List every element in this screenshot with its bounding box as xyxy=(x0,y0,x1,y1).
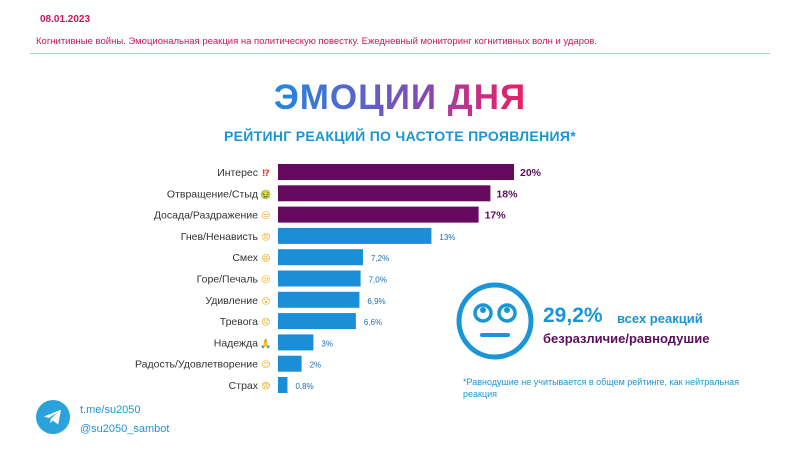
date: 08.01.2023 xyxy=(40,14,91,25)
title-word-day: ДНЯ xyxy=(447,78,527,117)
value-label: 6,6% xyxy=(364,318,382,327)
category-label: Досада/Раздражение xyxy=(154,210,258,222)
bar xyxy=(278,227,432,244)
category-label: Интерес xyxy=(217,167,258,179)
value-label: 0,8% xyxy=(295,382,313,391)
chart-title: РЕЙТИНГ РЕАКЦИЙ ПО ЧАСТОТЕ ПРОЯВЛЕНИЯ* xyxy=(224,128,576,144)
telegram-icon[interactable] xyxy=(36,400,70,434)
emotion-icon: 🙏 xyxy=(260,338,271,349)
value-label: 13% xyxy=(439,233,455,242)
title-word-emotions: ЭМОЦИИ xyxy=(273,78,438,117)
bar xyxy=(278,164,514,180)
bar xyxy=(278,291,360,308)
footnote: *Равнодушие не учитывается в общем рейти… xyxy=(463,377,740,399)
category-label: Отвращение/Стыд xyxy=(167,188,258,200)
value-label: 20% xyxy=(520,167,542,179)
category-label: Надежда xyxy=(214,337,258,349)
emotion-icon: 🤢 xyxy=(260,189,271,200)
subtitle: Когнитивные войны. Эмоциональная реакция… xyxy=(36,36,597,47)
emotion-icon: 😊 xyxy=(261,360,270,371)
neutral-face-icon xyxy=(456,282,534,360)
bar xyxy=(278,355,302,372)
bar xyxy=(278,313,356,330)
emotion-icon: ⁉ xyxy=(262,169,269,179)
bar xyxy=(278,377,288,393)
category-label: Страх xyxy=(229,380,259,392)
bar xyxy=(278,249,363,266)
callout-text: всех реакций xyxy=(617,311,703,326)
value-label: 18% xyxy=(496,188,518,200)
category-label: Тревога xyxy=(220,316,258,328)
value-label: 6,9% xyxy=(367,297,385,306)
telegram-link[interactable]: t.me/su2050 xyxy=(80,404,141,416)
value-label: 7,0% xyxy=(369,276,387,285)
emotion-icon: 😄 xyxy=(261,253,270,264)
emotion-icon: 😮 xyxy=(261,296,270,307)
main-title: ЭМОЦИИ ДНЯ xyxy=(0,78,800,118)
callout-percent: 29,2% xyxy=(543,304,603,327)
category-label: Смех xyxy=(232,252,258,264)
emotion-icon: 😢 xyxy=(261,275,270,286)
category-label: Радость/Удовлетворение xyxy=(135,359,258,371)
emotion-icon: 😟 xyxy=(261,317,270,328)
bar xyxy=(278,185,491,202)
bar xyxy=(278,206,479,223)
divider xyxy=(30,53,770,54)
category-label: Горе/Печаль xyxy=(197,274,259,286)
telegram-bot-handle[interactable]: @su2050_sambot xyxy=(80,423,170,435)
bar xyxy=(278,334,314,351)
value-label: 17% xyxy=(485,210,507,222)
bar xyxy=(278,270,361,287)
emotion-icon: 😡 xyxy=(261,232,270,243)
value-label: 2% xyxy=(310,361,322,370)
category-label: Гнев/Ненависть xyxy=(181,231,259,243)
callout-text-indifference: безразличие/равнодушие xyxy=(543,331,710,346)
category-label: Удивление xyxy=(205,295,258,307)
value-label: 3% xyxy=(321,339,333,348)
value-label: 7,2% xyxy=(371,254,389,263)
emotion-icon: 😨 xyxy=(261,381,270,392)
emotion-icon: 😒 xyxy=(261,211,270,222)
